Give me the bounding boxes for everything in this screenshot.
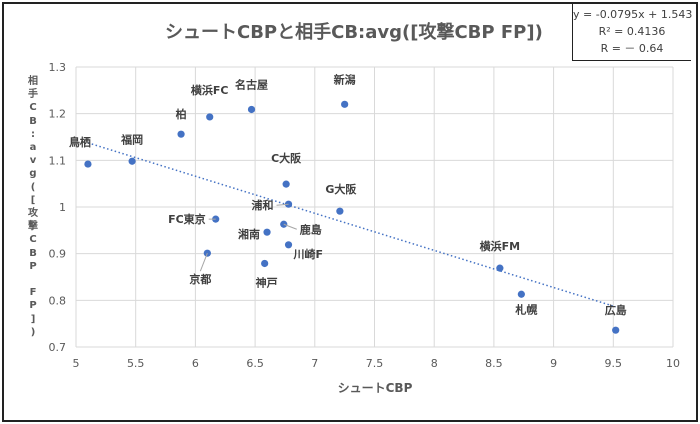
x-tick-label: 9.5 [605, 357, 623, 370]
point-label: 横浜FM [480, 239, 520, 253]
label-leader-line [276, 203, 289, 206]
x-tick-label: 5.5 [127, 357, 145, 370]
y-axis-title-char: 相 [28, 76, 38, 87]
y-tick-label: 0.8 [49, 294, 67, 307]
data-point [284, 200, 293, 208]
data-point [612, 326, 620, 334]
point-label: 柏 [176, 107, 187, 121]
data-point [128, 157, 136, 165]
data-point [341, 100, 349, 108]
data-point [336, 207, 344, 215]
x-tick-label: 7.5 [366, 357, 384, 370]
label-leader-line [199, 253, 208, 272]
point-label: 神戸 [256, 275, 278, 289]
point-label: FC東京 [168, 212, 206, 226]
y-axis-title-char: 攻 [28, 208, 38, 220]
y-axis-title-char: 手 [28, 89, 38, 101]
point-label: 湘南 [238, 227, 260, 241]
y-axis-ticks: 0.7 0.8 0.9 1 1.1 1.2 1.3 [49, 61, 67, 354]
y-axis-title-char: P [29, 260, 37, 272]
correlation-r: R = － 0.64 [600, 42, 664, 55]
y-axis-title-char: P [29, 300, 37, 312]
data-point [496, 264, 504, 272]
x-tick-label: 6 [192, 357, 199, 370]
x-tick-label: 8.5 [485, 357, 503, 370]
data-point [177, 130, 185, 138]
data-point [517, 290, 525, 298]
y-axis-title-char: F [29, 287, 37, 299]
point-label: 名古屋 [235, 77, 268, 91]
y-axis-title-char: B [29, 115, 37, 127]
r-squared: R² = 0.4136 [598, 25, 666, 38]
point-label: 横浜FC [191, 83, 229, 97]
trendline-equation: y = -0.0795x + 1.543 [573, 8, 693, 21]
y-tick-label: 1.3 [49, 61, 67, 74]
point-label: 新潟 [334, 72, 356, 86]
data-points [84, 100, 620, 334]
point-label: 札幌 [514, 302, 537, 316]
point-label: C大阪 [271, 151, 302, 165]
y-axis-title-char: a [29, 142, 37, 154]
data-point [206, 113, 214, 121]
y-axis-title-char: [ [30, 194, 36, 206]
point-label: 福岡 [120, 132, 143, 146]
data-point [247, 105, 256, 114]
y-axis-title-char: C [29, 234, 37, 246]
trendline-line [87, 142, 616, 308]
data-point [263, 228, 271, 236]
data-point [284, 241, 293, 249]
x-tick-label: 10 [666, 357, 680, 370]
chart-title: シュートCBPと相手CB:avg([攻撃CBP FP]) [165, 22, 543, 43]
y-axis-title-char: 撃 [28, 221, 38, 233]
point-label: G大阪 [325, 182, 357, 196]
data-point [282, 180, 290, 188]
x-tick-label: 7 [311, 357, 318, 370]
point-label: 鳥栖 [69, 135, 91, 149]
y-axis-title-char: ] [30, 313, 36, 325]
data-point [261, 259, 269, 268]
x-tick-label: 8 [431, 357, 438, 370]
point-label: 京都 [189, 272, 211, 286]
x-axis-ticks: 5 5.5 6 6.5 7 7.5 8 8.5 9 9.5 10 [73, 357, 681, 370]
trendline [87, 142, 616, 308]
point-label: 浦和 [252, 198, 274, 212]
y-axis-title-char: B [29, 247, 37, 259]
y-axis-title-char [26, 273, 40, 286]
x-tick-label: 5 [73, 357, 80, 370]
y-axis-title-char: C [29, 102, 37, 114]
y-tick-label: 1 [59, 201, 66, 214]
x-tick-label: 9 [550, 357, 557, 370]
gridlines [75, 66, 674, 348]
y-axis-title: 相手 C B: a v g([攻撃 C B P F P]) [26, 75, 40, 339]
y-axis-title-char: g [29, 168, 37, 180]
label-leader-line [283, 223, 297, 230]
data-point [84, 160, 92, 168]
y-axis-title-char: ( [30, 181, 36, 193]
x-tick-label: 6.5 [246, 357, 264, 370]
y-tick-label: 0.9 [49, 248, 67, 261]
y-axis-title-char: ) [30, 326, 36, 338]
x-axis-title: シュートCBP [338, 381, 413, 395]
data-point [203, 249, 211, 257]
regression-stats-box: y = -0.0795x + 1.543 R² = 0.4136 R = － 0… [572, 4, 693, 61]
point-label: 川崎F [293, 247, 324, 261]
point-label: 広島 [605, 303, 627, 317]
y-axis-title-char: : [31, 128, 35, 140]
y-tick-label: 1.1 [49, 154, 67, 167]
y-tick-label: 1.2 [49, 108, 67, 121]
y-axis-title-char: v [29, 155, 37, 167]
y-tick-label: 0.7 [49, 341, 67, 354]
point-label: 鹿島 [300, 222, 322, 236]
